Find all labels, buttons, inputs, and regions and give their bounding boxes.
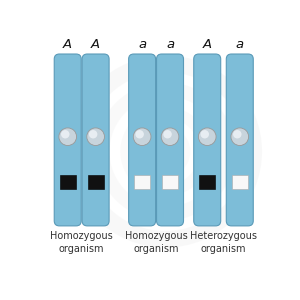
Circle shape <box>89 130 98 139</box>
Bar <box>134 175 150 189</box>
Circle shape <box>233 130 242 139</box>
Bar <box>162 175 178 189</box>
FancyBboxPatch shape <box>226 54 253 226</box>
Text: A: A <box>63 38 72 51</box>
Bar <box>199 175 215 189</box>
Bar <box>60 175 76 189</box>
Text: A: A <box>203 38 212 51</box>
Bar <box>88 175 103 189</box>
Circle shape <box>133 128 151 146</box>
Circle shape <box>87 128 104 146</box>
FancyBboxPatch shape <box>157 54 184 226</box>
Circle shape <box>135 130 144 139</box>
Circle shape <box>59 128 76 146</box>
Circle shape <box>161 128 179 146</box>
Circle shape <box>61 130 70 139</box>
Text: Homozygous
organism: Homozygous organism <box>50 231 113 254</box>
Text: a: a <box>166 38 174 51</box>
Circle shape <box>200 130 209 139</box>
FancyBboxPatch shape <box>82 54 109 226</box>
Text: A: A <box>91 38 100 51</box>
FancyBboxPatch shape <box>54 54 81 226</box>
Bar <box>232 175 248 189</box>
Circle shape <box>198 128 216 146</box>
Text: Heterozygous
organism: Heterozygous organism <box>190 231 257 254</box>
FancyBboxPatch shape <box>129 54 156 226</box>
FancyBboxPatch shape <box>194 54 221 226</box>
Circle shape <box>231 128 249 146</box>
Circle shape <box>163 130 172 139</box>
Text: a: a <box>236 38 244 51</box>
Text: Homozygous
organism: Homozygous organism <box>125 231 188 254</box>
Text: a: a <box>138 38 146 51</box>
